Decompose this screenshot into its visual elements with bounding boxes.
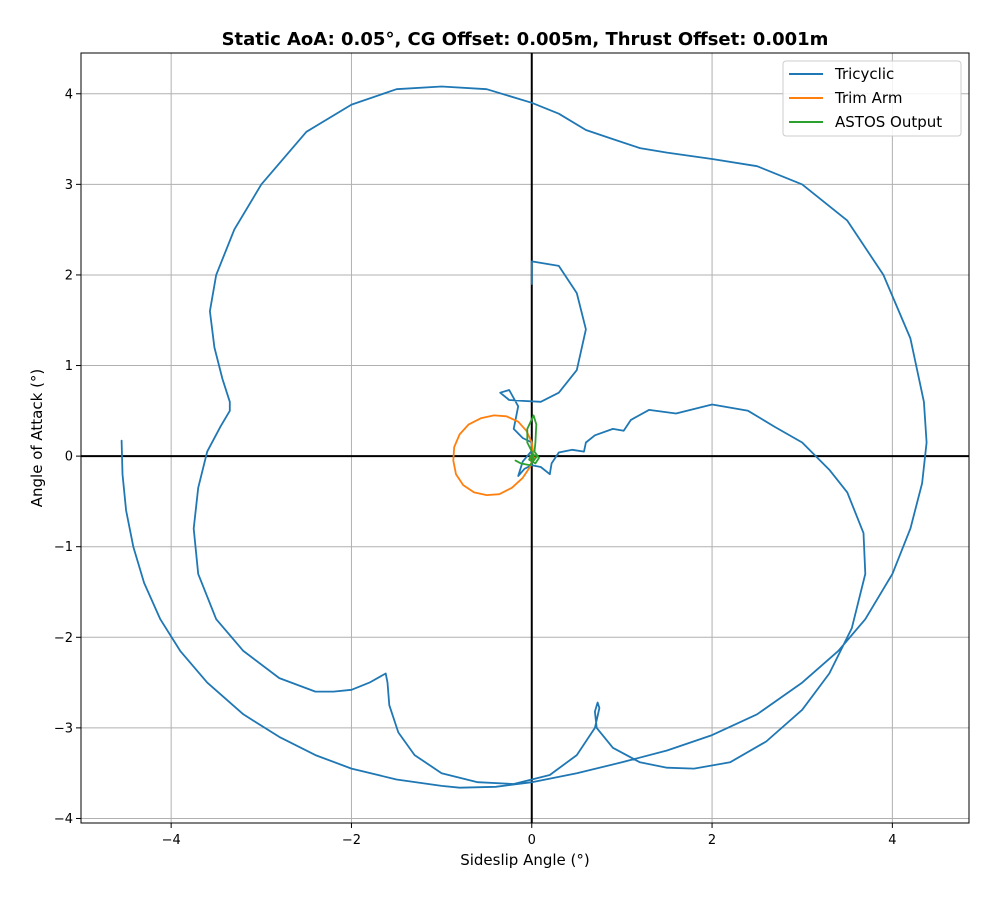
y-tick-label: 1 [65, 359, 73, 374]
zero-axis-lines [81, 53, 969, 823]
y-tick-label: 4 [65, 87, 73, 102]
x-axis-ticks: −4 −2 0 2 4 [162, 823, 897, 848]
legend-box [782, 60, 962, 137]
x-tick-label: 0 [528, 833, 536, 848]
y-tick-label: −2 [54, 631, 73, 646]
y-tick-label: −1 [54, 540, 73, 555]
y-tick-label: 2 [65, 268, 73, 283]
legend-label: Tricyclic [834, 65, 894, 83]
y-axis-ticks: −4 −3 −2 −1 0 1 2 3 4 [54, 87, 81, 827]
legend: Tricyclic Trim Arm ASTOS Output [782, 60, 962, 137]
series-line-tricyclic [120, 85, 928, 789]
chart-title: Static AoA: 0.05°, CG Offset: 0.005m, Th… [222, 29, 829, 50]
series-layer [120, 85, 928, 789]
x-tick-label: 4 [888, 833, 896, 848]
legend-label: Trim Arm [834, 89, 902, 107]
series-line-astos-output [514, 414, 540, 467]
legend-label: ASTOS Output [835, 113, 942, 131]
x-tick-label: −2 [342, 833, 361, 848]
x-tick-label: 2 [708, 833, 716, 848]
y-tick-label: −4 [54, 812, 73, 827]
x-tick-label: −4 [162, 833, 181, 848]
y-axis-label: Angle of Attack (°) [28, 369, 46, 508]
y-tick-label: 0 [65, 450, 73, 465]
y-tick-label: −3 [54, 721, 73, 736]
y-tick-label: 3 [65, 178, 73, 193]
plot-frame [80, 52, 970, 824]
x-axis-label: Sideslip Angle (°) [460, 851, 590, 869]
